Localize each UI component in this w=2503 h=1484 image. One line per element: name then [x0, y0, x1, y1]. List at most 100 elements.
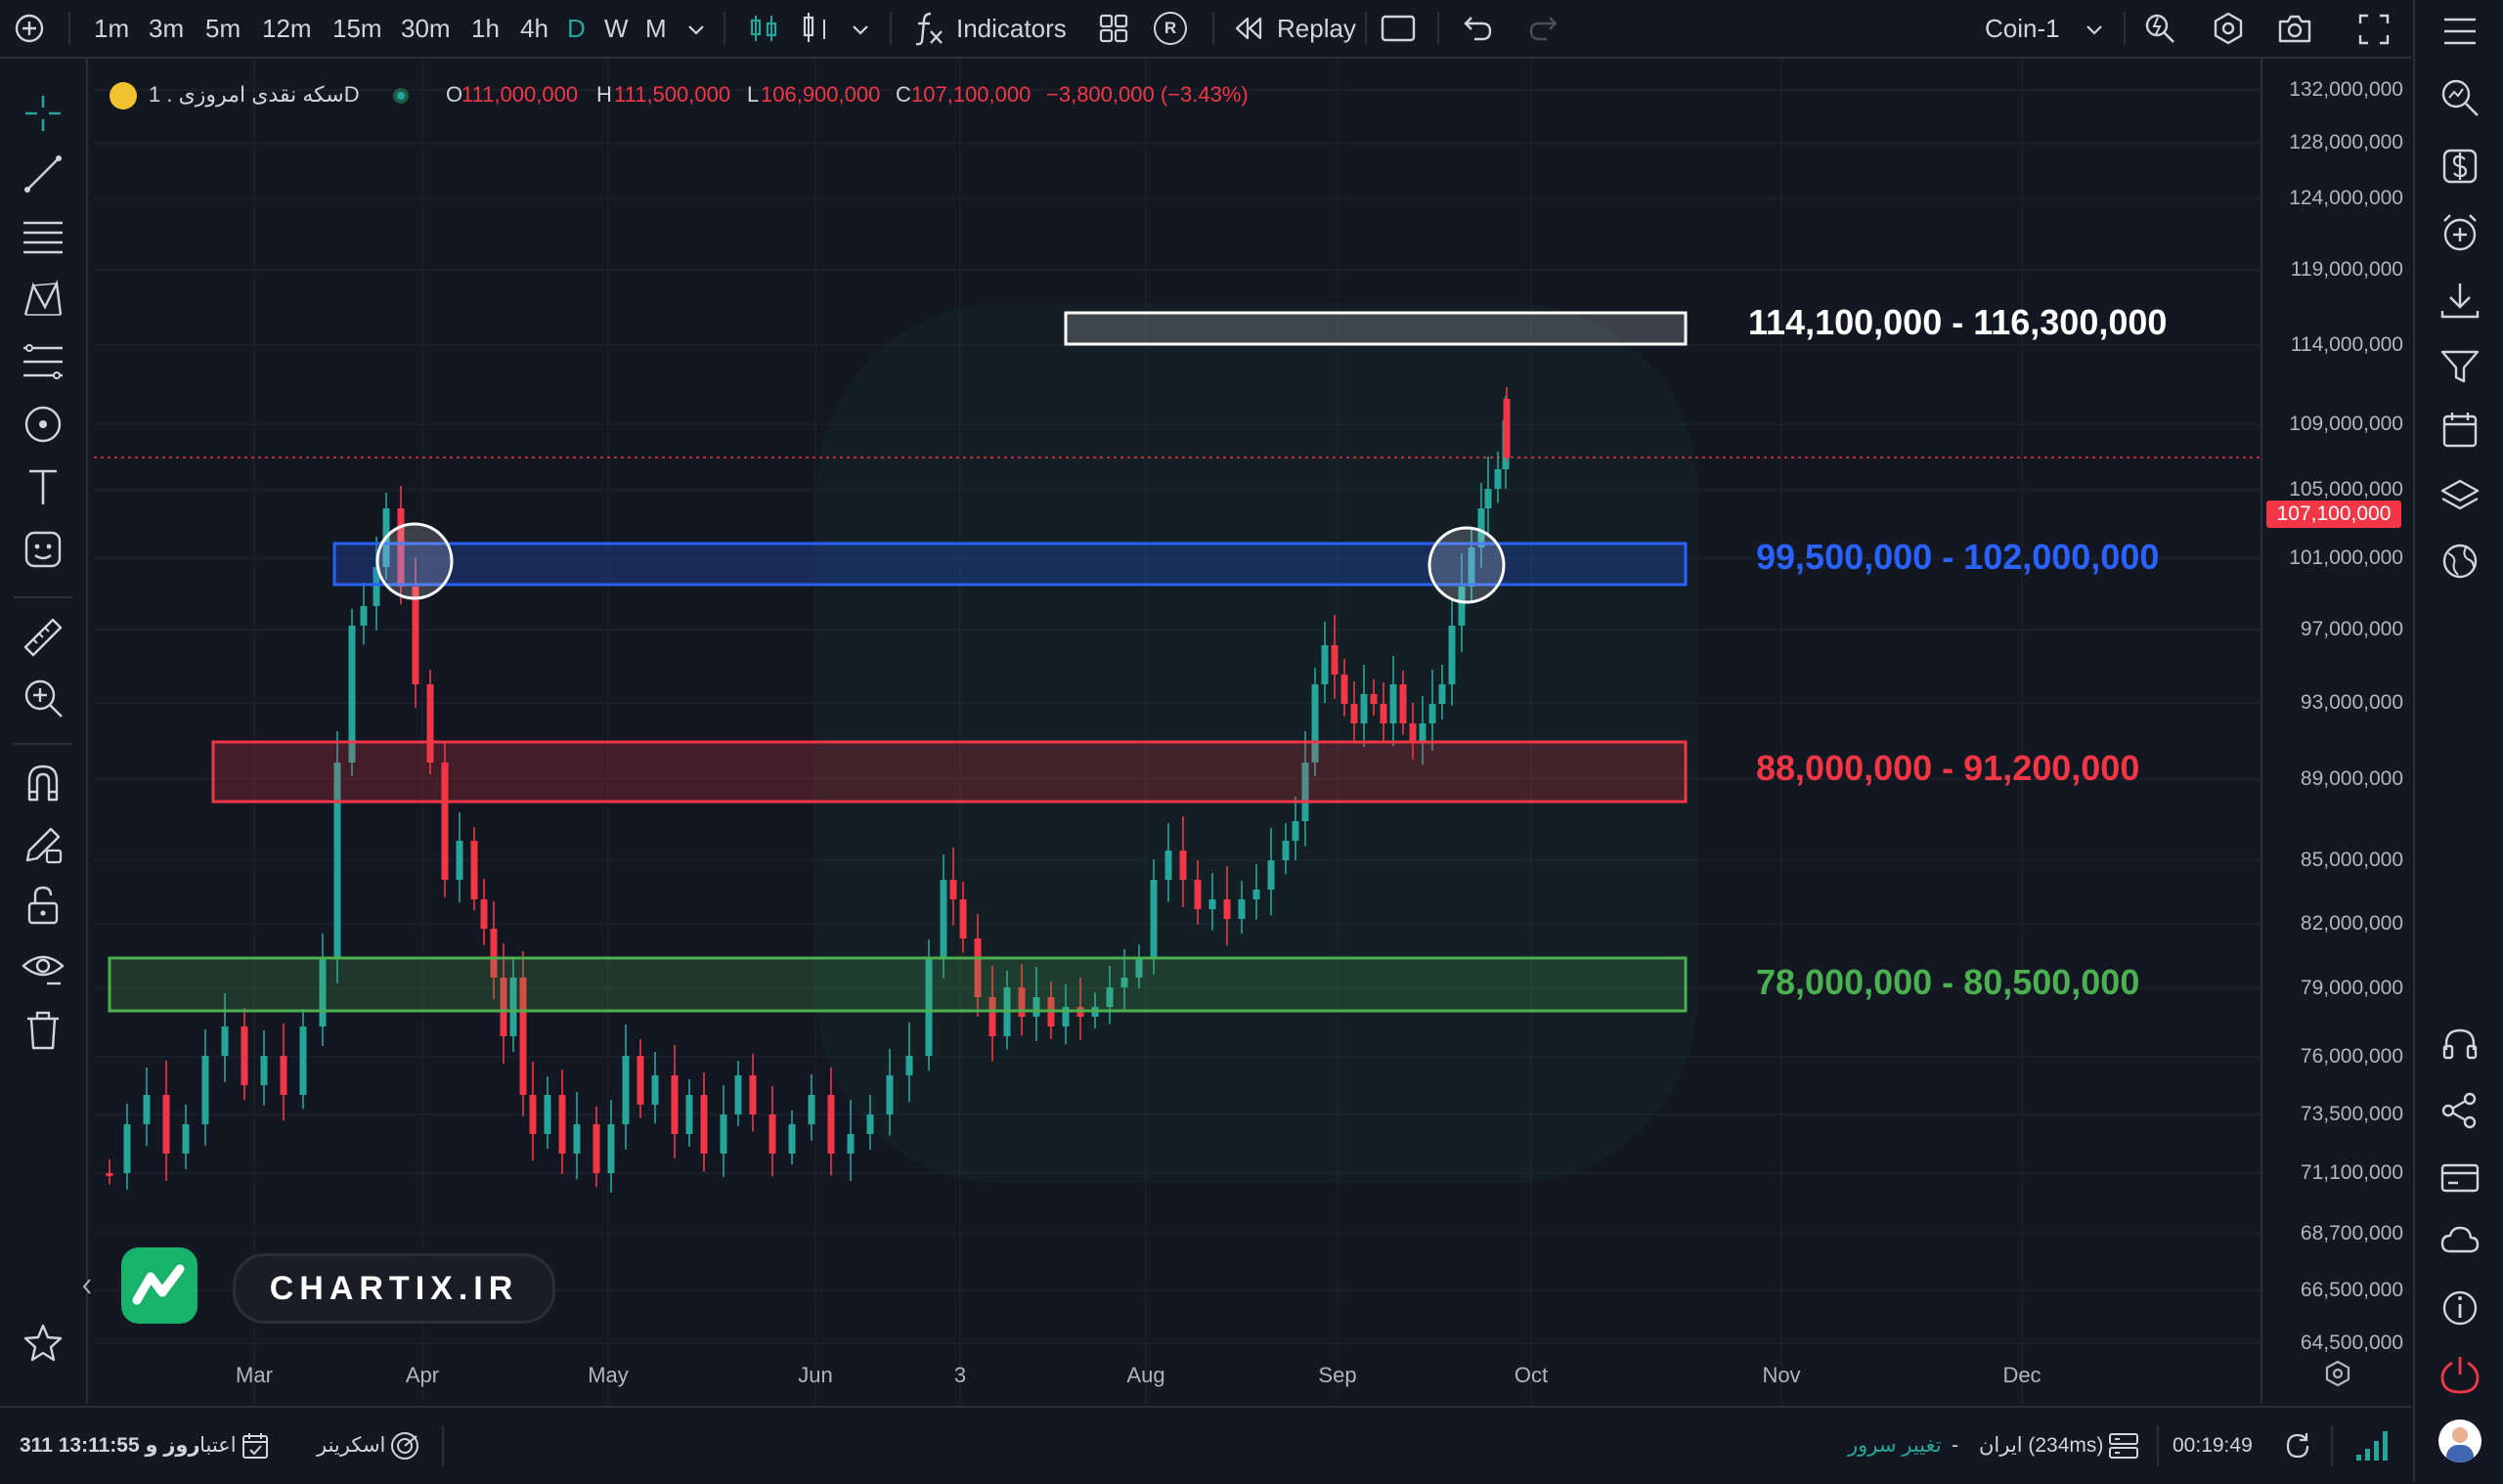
candles-chart-type-icon[interactable] [747, 12, 780, 45]
screener-label[interactable]: اسکرینر [317, 1434, 386, 1457]
magnet-icon[interactable] [20, 759, 66, 806]
drawing-mode-icon[interactable] [20, 821, 66, 868]
fib-tool-icon[interactable] [20, 338, 66, 385]
calendar-check-icon[interactable] [241, 1431, 270, 1461]
power-icon[interactable] [2437, 1351, 2483, 1398]
indicators-fx-icon[interactable] [911, 10, 944, 47]
zone-label-red: 88,000,000 - 91,200,000 [1756, 748, 2140, 788]
high-label: H [596, 82, 612, 107]
interval-1m[interactable]: 1m [94, 14, 130, 43]
refresh-icon[interactable] [2282, 1430, 2313, 1462]
delete-trash-icon[interactable] [20, 1007, 66, 1054]
zoom-in-icon[interactable] [20, 675, 66, 721]
card-icon[interactable] [2437, 1154, 2483, 1200]
pattern-tool-icon[interactable] [20, 276, 66, 323]
interval-4h[interactable]: 4h [520, 14, 549, 43]
support-headset-icon[interactable] [2437, 1021, 2483, 1068]
candle-body [573, 1124, 581, 1154]
axis-settings-icon[interactable] [2323, 1359, 2352, 1388]
snapshot-camera-icon[interactable] [2276, 12, 2313, 45]
layout-grid-icon[interactable] [1099, 14, 1128, 43]
crosshair-icon[interactable] [20, 90, 66, 137]
interval-30m[interactable]: 30m [401, 14, 451, 43]
interval-m[interactable]: M [645, 14, 667, 43]
layers-icon[interactable] [2437, 473, 2483, 520]
interval-chevron-down-icon[interactable] [686, 20, 706, 39]
r-badge-button[interactable]: R [1154, 12, 1187, 45]
interval-15m[interactable]: 15m [332, 14, 382, 43]
candle-body [260, 1056, 268, 1085]
horizontal-lines-icon[interactable] [20, 213, 66, 260]
undo-icon[interactable] [1463, 14, 1494, 43]
replay-button[interactable]: Replay [1277, 14, 1356, 43]
interval-1h[interactable]: 1h [471, 14, 500, 43]
favorites-star-icon[interactable] [20, 1320, 66, 1367]
settings-gear-icon[interactable] [2212, 12, 2245, 45]
collapse-chevron-left-icon[interactable] [80, 1277, 94, 1296]
candle-body [886, 1075, 894, 1114]
dollar-icon[interactable] [2437, 143, 2483, 190]
interval-w[interactable]: W [604, 14, 629, 43]
price-axis[interactable]: 132,000,000 128,000,000 124,000,000 119,000… [2261, 59, 2413, 1404]
change-server-button[interactable]: تغییر سرور [1848, 1434, 1942, 1457]
quick-search-icon[interactable] [2143, 12, 2176, 45]
calendar-icon[interactable] [2437, 407, 2483, 454]
user-avatar[interactable] [2438, 1419, 2481, 1462]
validity-label: اعتبار [190, 1434, 237, 1457]
share-icon[interactable] [2437, 1087, 2483, 1134]
candle-body [373, 567, 380, 606]
interval-12m[interactable]: 12m [262, 14, 312, 43]
hide-drawings-eye-icon[interactable] [20, 944, 66, 991]
candle-body [1292, 821, 1299, 841]
candle-body [1164, 851, 1172, 880]
filter-icon[interactable] [2437, 342, 2483, 389]
fullscreen-icon[interactable] [2358, 14, 2390, 45]
chart-type-chevron-down-icon[interactable] [851, 20, 870, 39]
layout-name-button[interactable]: Coin-1 [1985, 14, 2060, 43]
candle-body [299, 1026, 307, 1095]
interval-5m[interactable]: 5m [205, 14, 242, 43]
text-tool-icon[interactable] [20, 463, 66, 510]
globe-icon[interactable] [2437, 538, 2483, 585]
candle-body [1370, 694, 1378, 704]
chartix-logo [121, 1247, 198, 1324]
interval-3m[interactable]: 3m [149, 14, 185, 43]
interval-d[interactable]: D [567, 14, 586, 43]
candle-body [1267, 860, 1275, 890]
replay-rewind-icon[interactable] [1234, 16, 1263, 41]
redo-icon[interactable] [1527, 14, 1559, 43]
candle-body [1380, 704, 1387, 723]
close-value: 107,100,000 [911, 82, 1032, 107]
candle-body [671, 1075, 679, 1134]
indicators-button[interactable]: Indicators [956, 14, 1067, 43]
price-chart[interactable] [94, 59, 2261, 1404]
menu-hamburger-icon[interactable] [2437, 8, 2483, 55]
rectangle-select-icon[interactable] [1381, 14, 1416, 43]
symbol-name[interactable]: سکه نقدی امروزی . 1D [149, 82, 360, 107]
bar-chart-type-icon[interactable] [800, 10, 833, 45]
lock-drawings-icon[interactable] [20, 882, 66, 929]
sticker-tool-icon[interactable] [20, 526, 66, 573]
download-icon[interactable] [2437, 278, 2483, 325]
candle-body [1194, 880, 1202, 909]
add-symbol-icon[interactable] [14, 13, 45, 44]
ruler-icon[interactable] [20, 614, 66, 661]
price-label: 105,000,000 [2289, 478, 2403, 501]
screener-radar-icon[interactable] [389, 1430, 420, 1462]
info-icon[interactable] [2437, 1285, 2483, 1331]
alert-clock-icon[interactable] [2437, 209, 2483, 256]
candle-body [1252, 890, 1260, 899]
zone-label-green: 78,000,000 - 80,500,000 [1756, 962, 2140, 1002]
time-label: Dec [2002, 1363, 2042, 1387]
shapes-tool-icon[interactable] [20, 401, 66, 448]
cloud-icon[interactable] [2437, 1218, 2483, 1265]
layout-chevron-down-icon[interactable] [2085, 20, 2104, 39]
candle-body [441, 763, 449, 880]
price-label: 93,000,000 [2300, 691, 2403, 714]
candle-body [905, 1056, 913, 1075]
price-label: 82,000,000 [2300, 912, 2403, 935]
trend-line-icon[interactable] [20, 151, 66, 197]
watchlist-search-icon[interactable] [2437, 74, 2483, 121]
price-label: 109,000,000 [2289, 413, 2403, 435]
candle-body [1350, 704, 1358, 723]
